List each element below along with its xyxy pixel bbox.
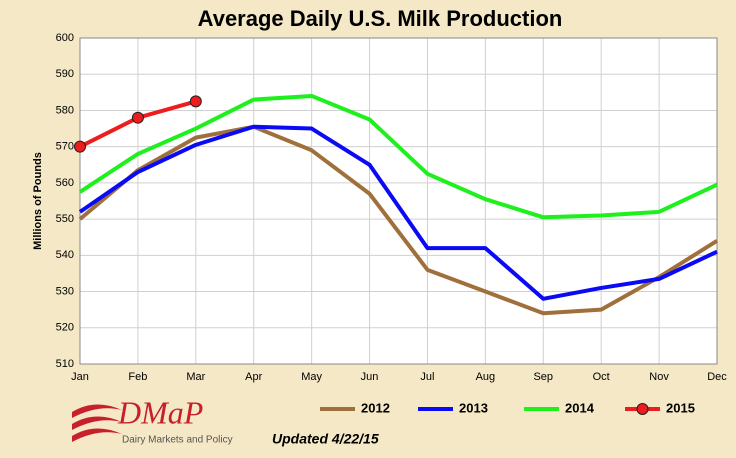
plot-area [80, 38, 717, 364]
series-line [78, 124, 719, 316]
x-tick-label: Feb [128, 371, 147, 383]
y-tick-label: 550 [56, 213, 74, 225]
x-tick-label: Dec [707, 371, 727, 383]
series-marker [131, 111, 144, 124]
legend-label: 2014 [565, 400, 595, 415]
y-axis-label: Millions of Pounds [32, 152, 44, 250]
y-tick-label: 560 [56, 177, 74, 189]
x-tick-label: Jul [420, 371, 434, 383]
y-tick-label: 510 [56, 358, 74, 370]
legend-marker [636, 403, 649, 415]
series-line [78, 93, 718, 220]
x-tick-label: Sep [533, 371, 553, 383]
x-tick-label: Mar [186, 371, 205, 383]
y-tick-label: 590 [56, 68, 74, 80]
x-tick-label: Jun [361, 371, 379, 383]
legend-label: 2013 [459, 400, 488, 415]
x-tick-label: Oct [593, 371, 610, 383]
logo-subtext: Dairy Markets and Policy [122, 435, 233, 446]
chart-title: Average Daily U.S. Milk Production [198, 6, 563, 31]
series-marker [74, 140, 86, 153]
logo-text: DMaP [117, 394, 203, 430]
logo-swoosh [72, 416, 122, 430]
y-tick-label: 540 [56, 249, 74, 261]
legend-label: 2015 [666, 400, 695, 415]
logo-swoosh [72, 428, 122, 442]
x-tick-label: May [301, 371, 322, 383]
x-tick-label: Jan [71, 371, 89, 383]
logo: DMaP Dairy Markets and Policy [72, 394, 233, 446]
y-tick-label: 520 [56, 322, 74, 334]
plot-border [79, 37, 718, 365]
y-tick-label: 530 [56, 285, 74, 297]
y-tick-label: 600 [56, 32, 74, 44]
logo-swoosh [72, 404, 122, 418]
y-tick-label: 570 [56, 141, 74, 153]
note: Updated 4/22/15 [272, 431, 379, 447]
series-line [78, 124, 718, 301]
x-tick-label: Nov [649, 371, 669, 383]
series-marker [189, 95, 202, 108]
y-tick-label: 580 [56, 104, 74, 116]
x-tick-label: Aug [476, 371, 496, 383]
x-tick-label: Apr [245, 371, 262, 383]
legend-label: 2012 [361, 400, 390, 415]
